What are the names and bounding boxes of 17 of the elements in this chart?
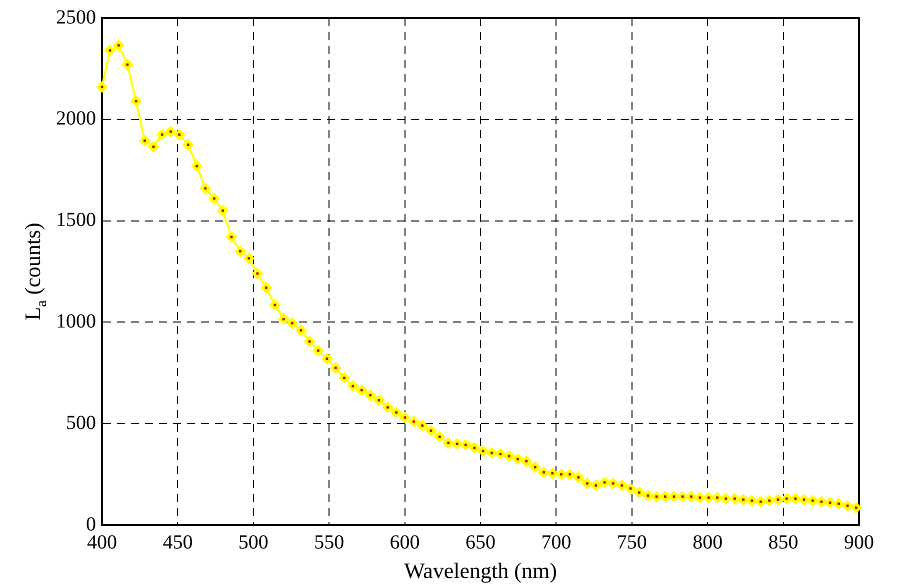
x-tick-label: 700 xyxy=(541,531,572,554)
y-tick-label: 2500 xyxy=(56,6,96,28)
x-tick-label: 650 xyxy=(466,531,496,554)
y-tick-label: 1000 xyxy=(56,310,96,332)
x-tick-label: 550 xyxy=(314,531,344,554)
x-axis-title: Wavelength (nm) xyxy=(404,558,557,583)
x-tick-label: 800 xyxy=(692,531,723,554)
y-axis-title: La (counts) xyxy=(20,222,50,320)
x-tick-label: 900 xyxy=(844,531,874,554)
x-tick-label: 450 xyxy=(162,531,193,554)
y-tick-label: 2000 xyxy=(56,108,96,130)
y-tick-label: 500 xyxy=(66,412,96,434)
x-tick-label: 500 xyxy=(238,531,268,554)
x-tick-label: 750 xyxy=(616,531,647,554)
x-tick-label: 850 xyxy=(768,531,798,554)
x-tick-label: 600 xyxy=(390,531,420,554)
y-tick-label: 1500 xyxy=(56,209,96,232)
